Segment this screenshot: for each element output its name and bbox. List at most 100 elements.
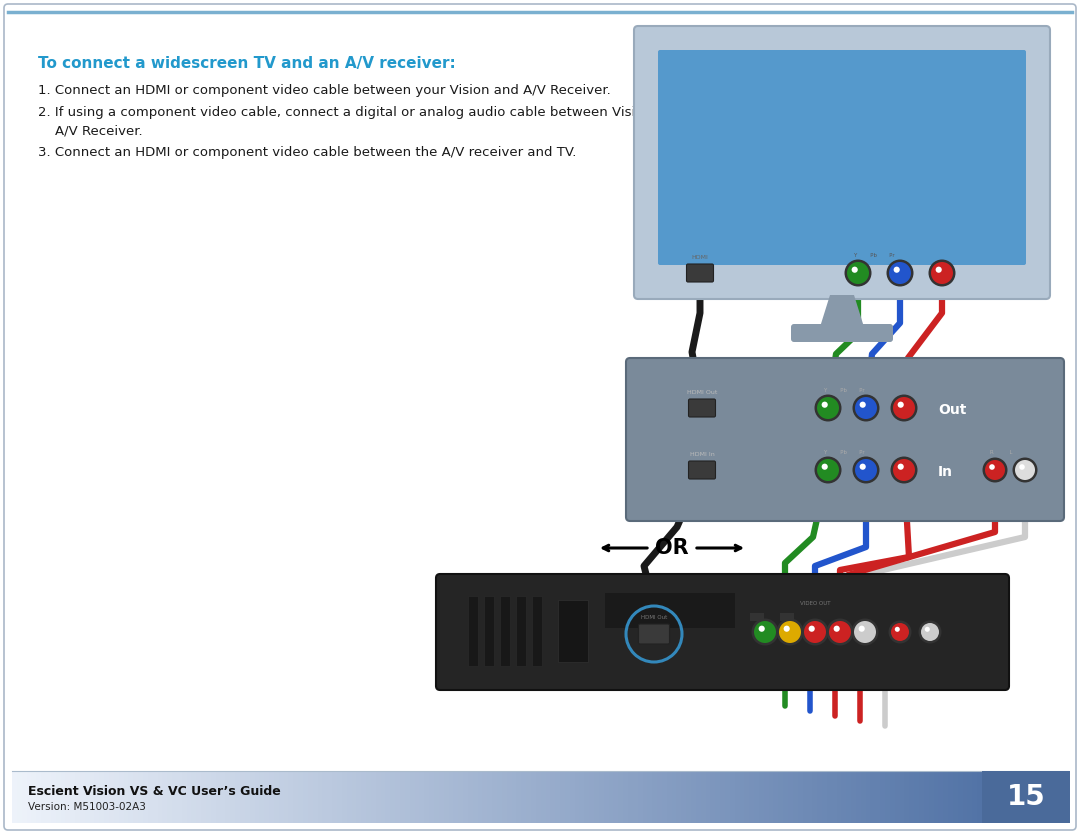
- Bar: [51, 771, 56, 823]
- Circle shape: [779, 621, 801, 643]
- Circle shape: [921, 623, 939, 641]
- Circle shape: [816, 459, 839, 481]
- Circle shape: [889, 262, 912, 284]
- Bar: [605, 593, 735, 628]
- Bar: [750, 771, 755, 823]
- Bar: [17, 771, 23, 823]
- Bar: [604, 771, 609, 823]
- Bar: [356, 771, 362, 823]
- Bar: [793, 771, 799, 823]
- Bar: [99, 771, 105, 823]
- Bar: [444, 771, 449, 823]
- Bar: [138, 771, 144, 823]
- Bar: [172, 771, 178, 823]
- Text: HDMI Out: HDMI Out: [687, 390, 717, 395]
- Text: VIDEO OUT: VIDEO OUT: [800, 601, 831, 606]
- Bar: [780, 613, 794, 621]
- Bar: [968, 771, 973, 823]
- Bar: [298, 771, 303, 823]
- Bar: [977, 771, 983, 823]
- Bar: [187, 771, 192, 823]
- Bar: [779, 771, 784, 823]
- Bar: [197, 771, 202, 823]
- Bar: [555, 771, 561, 823]
- Bar: [458, 771, 464, 823]
- Bar: [500, 596, 510, 666]
- Bar: [764, 771, 770, 823]
- Bar: [730, 771, 735, 823]
- Text: 3. Connect an HDMI or component video cable between the A/V receiver and TV.: 3. Connect an HDMI or component video ca…: [38, 146, 577, 159]
- Text: In: In: [939, 465, 953, 479]
- Bar: [313, 771, 319, 823]
- Bar: [686, 771, 692, 823]
- Circle shape: [860, 402, 866, 408]
- Circle shape: [852, 394, 879, 421]
- Bar: [424, 771, 430, 823]
- Circle shape: [989, 465, 995, 470]
- Bar: [958, 771, 963, 823]
- Bar: [657, 771, 663, 823]
- Bar: [370, 771, 377, 823]
- Bar: [972, 771, 978, 823]
- Bar: [56, 771, 62, 823]
- Text: A/V Receiver.: A/V Receiver.: [38, 124, 143, 137]
- Bar: [982, 771, 1070, 823]
- Bar: [419, 771, 426, 823]
- Bar: [308, 771, 313, 823]
- Bar: [341, 771, 348, 823]
- Circle shape: [924, 627, 930, 632]
- Bar: [109, 771, 114, 823]
- Bar: [705, 771, 712, 823]
- FancyBboxPatch shape: [626, 358, 1064, 521]
- Circle shape: [855, 459, 877, 481]
- Bar: [386, 771, 391, 823]
- Bar: [41, 771, 46, 823]
- Bar: [70, 771, 76, 823]
- Circle shape: [822, 464, 827, 470]
- Bar: [532, 596, 542, 666]
- Bar: [507, 771, 513, 823]
- Circle shape: [855, 397, 877, 419]
- Bar: [885, 771, 891, 823]
- Bar: [235, 771, 241, 823]
- Bar: [201, 771, 207, 823]
- Bar: [104, 771, 110, 823]
- Bar: [84, 771, 91, 823]
- Bar: [590, 771, 595, 823]
- Bar: [66, 771, 71, 823]
- Circle shape: [852, 456, 879, 484]
- Bar: [701, 771, 706, 823]
- Bar: [788, 771, 794, 823]
- Bar: [672, 771, 677, 823]
- Bar: [744, 771, 751, 823]
- Bar: [652, 771, 658, 823]
- Bar: [851, 771, 856, 823]
- Bar: [366, 771, 372, 823]
- Bar: [361, 771, 367, 823]
- Circle shape: [897, 402, 904, 408]
- Bar: [608, 771, 615, 823]
- Bar: [551, 771, 556, 823]
- Bar: [875, 771, 881, 823]
- Bar: [240, 771, 246, 823]
- Bar: [929, 771, 934, 823]
- Text: Out: Out: [939, 403, 967, 417]
- Text: 15: 15: [1007, 783, 1045, 811]
- Bar: [536, 771, 542, 823]
- Circle shape: [860, 464, 866, 470]
- Bar: [570, 771, 576, 823]
- Circle shape: [801, 619, 828, 646]
- Text: HDMI In: HDMI In: [690, 452, 714, 457]
- Bar: [502, 771, 508, 823]
- Text: R         L: R L: [990, 450, 1013, 455]
- Bar: [725, 771, 731, 823]
- Bar: [484, 596, 494, 666]
- Circle shape: [931, 262, 953, 284]
- Bar: [827, 771, 833, 823]
- Bar: [750, 613, 764, 621]
- Bar: [691, 771, 697, 823]
- Bar: [865, 771, 872, 823]
- Text: Version: M51003-02A3: Version: M51003-02A3: [28, 802, 146, 812]
- Circle shape: [935, 267, 942, 273]
- Bar: [216, 771, 221, 823]
